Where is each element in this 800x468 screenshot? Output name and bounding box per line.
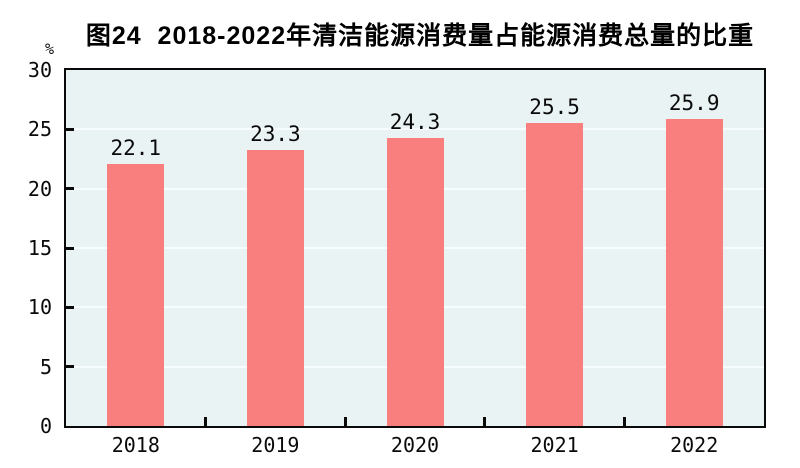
bar-2018: [107, 163, 165, 426]
y-axis-label-0: 0: [39, 414, 52, 438]
x-axis-tick-2: [343, 417, 347, 426]
x-axis-label-2020: 2020: [390, 433, 440, 457]
y-axis-label-25: 25: [27, 117, 52, 142]
bar-value-label-2022: 25.9: [668, 90, 720, 115]
x-axis-tick-3: [483, 417, 487, 426]
y-axis-tick-5: [66, 365, 74, 369]
bar-2022: [665, 118, 723, 426]
bar-value-label-2019: 23.3: [250, 121, 301, 146]
x-axis-label-2018: 2018: [111, 433, 160, 457]
y-axis-tick-10: [66, 305, 74, 309]
plot-inner: 22.1 23.3 24.3 25.5 25.9: [66, 70, 764, 426]
bar-value-label-2018: 22.1: [110, 135, 162, 160]
x-axis-tick-1: [204, 417, 208, 426]
gridline-25: [66, 128, 764, 131]
y-axis-label-10: 10: [27, 295, 52, 320]
y-axis-tick-25: [66, 127, 74, 131]
bar-2019: [246, 149, 304, 426]
x-axis-label-2021: 2021: [530, 433, 579, 457]
x-axis-tick-4: [622, 417, 626, 426]
chart-title: 图24 2018-2022年清洁能源消费量占能源消费总量的比重: [85, 22, 755, 50]
plot-area: 22.1 23.3 24.3 25.5 25.9: [64, 68, 766, 428]
y-axis-unit-label: %: [44, 40, 54, 58]
x-axis-label-2019: 2019: [251, 433, 300, 457]
bar-value-label-2020: 24.3: [389, 109, 441, 134]
y-axis-label-5: 5: [39, 354, 52, 379]
y-axis-label-30: 30: [27, 58, 52, 82]
y-axis-tick-20: [66, 187, 74, 191]
x-axis-label-2022: 2022: [670, 433, 719, 457]
bar-2020: [386, 137, 444, 426]
y-axis-tick-15: [66, 246, 74, 250]
y-axis-label-20: 20: [27, 176, 52, 201]
y-axis-label-15: 15: [27, 236, 52, 260]
bar-value-label-2021: 25.5: [529, 95, 580, 120]
bar-2021: [526, 123, 584, 426]
